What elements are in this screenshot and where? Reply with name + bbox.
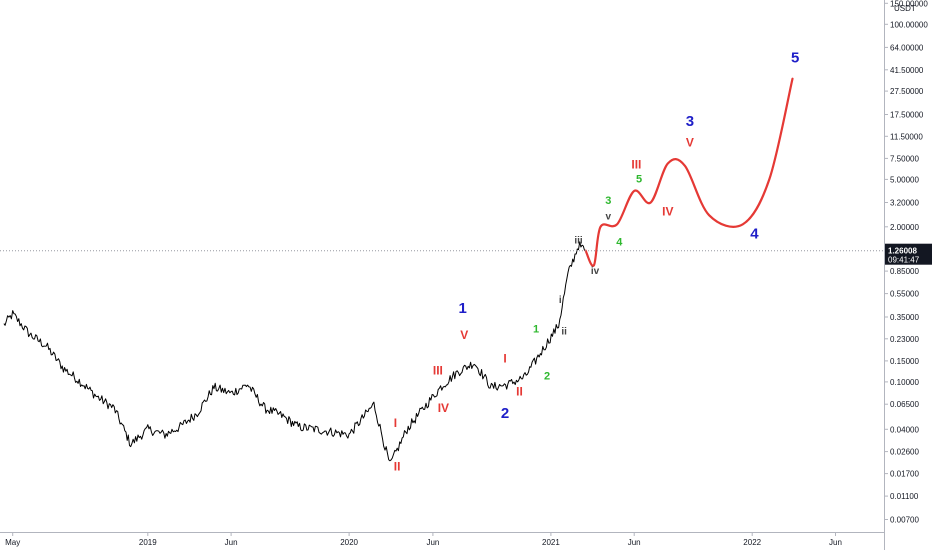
time-tick-label: 2021 [542,538,560,547]
price-tick-label: 41.50000 [890,66,924,75]
wave-label: I [394,416,397,430]
wave-label: I [503,352,506,366]
wave-label: IV [662,204,673,218]
projection-line [584,77,794,268]
wave-label: 3 [686,113,694,130]
price-series-layer [3,241,586,462]
price-line [3,241,586,462]
projection-layer [584,77,794,268]
price-tick-label: 64.00000 [890,43,924,52]
price-tick-label: 0.02600 [890,448,919,457]
wave-label: 1 [533,323,539,335]
time-tick-label: Jun [225,538,238,547]
wave-label: 2 [501,405,509,422]
price-tick-label: 0.06500 [890,400,919,409]
time-tick-label: Jun [426,538,439,547]
wave-label: V [460,328,468,342]
wave-label: v [606,212,612,223]
currency-label: USDT [894,4,916,13]
price-tick-label: 0.01700 [890,470,919,479]
price-tick-label: 0.10000 [890,378,919,387]
price-tick-label: 150.00000 [890,0,928,8]
price-tick-label: 7.50000 [890,154,919,163]
time-tick-label: May [5,538,20,547]
price-tick-label: 0.04000 [890,425,919,434]
time-tick-label: 2022 [743,538,761,547]
wave-label: 4 [616,236,623,248]
last-price-tag [885,243,932,265]
price-tick-label: 27.50000 [890,87,924,96]
wave-label: II [516,384,523,398]
time-axis[interactable]: May 2019 Jun 2020 Jun 2021 Jun 2022 Jun [0,532,884,547]
wave-label: II [394,460,401,474]
time-tick-label: Jun [628,538,641,547]
wave-label: 5 [636,174,642,186]
price-axis[interactable]: 150.00000 100.00000 64.00000 41.50000 27.500… [884,0,928,550]
wave-label: III [631,157,641,171]
wave-label: 4 [750,225,759,242]
price-tick-label: 0.01100 [890,492,919,501]
wave-label: V [686,136,694,150]
price-tick-label: 0.00700 [890,516,919,525]
price-tick-label: 5.00000 [890,175,919,184]
price-tick-label: 0.23000 [890,335,919,344]
price-tick-label: 0.35000 [890,313,919,322]
time-tick-label: 2019 [139,538,157,547]
last-price-value: 1.26008 [888,247,917,256]
price-tick-label: 100.00000 [890,20,928,29]
time-tick-label: 2020 [340,538,358,547]
wave-label: IV [438,401,449,415]
wave-label: iv [591,266,600,277]
price-tick-label: 2.00000 [890,223,919,232]
price-tick-label: 0.15000 [890,357,919,366]
wave-label: 1 [459,300,467,317]
wave-label: 2 [544,370,550,382]
wave-label: ii [561,326,567,337]
price-tick-label: 17.50000 [890,111,924,120]
time-tick-label: Jun [829,538,842,547]
wave-label: 5 [791,49,799,66]
last-price-countdown: 09:41:47 [888,256,920,265]
wave-label: III [433,364,443,378]
wave-label: i [559,295,562,306]
price-tick-label: 3.20000 [890,199,919,208]
price-tick-label: 0.85000 [890,267,919,276]
wave-label: 3 [605,195,611,207]
wave-label: iii [574,236,583,247]
price-tick-label: 11.50000 [890,132,923,141]
price-tick-label: 0.55000 [890,290,919,299]
